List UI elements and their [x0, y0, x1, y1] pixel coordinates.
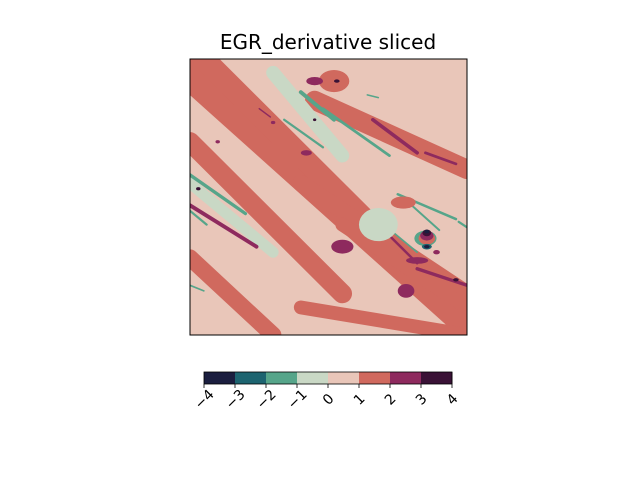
colorbar: −4 −3 −2 −1 0 1 2 3 4	[192, 371, 462, 413]
contour-region-9	[266, 65, 350, 163]
contour-region-17	[410, 204, 441, 232]
contour-region-10	[190, 173, 248, 216]
contour-region-36	[215, 140, 220, 144]
contour-region-11	[190, 209, 208, 226]
chart-title: EGR_derivative sliced	[220, 30, 436, 54]
contour-region-22	[371, 117, 419, 155]
contour-region-37	[270, 120, 276, 125]
contour-region-31	[390, 196, 416, 209]
colorbar-swatch	[297, 372, 329, 384]
colorbar-tick-label: −3	[223, 387, 249, 413]
contour-region-23	[424, 151, 458, 166]
contour-region-46	[433, 249, 440, 255]
colorbar-tick-label: 1	[351, 391, 369, 409]
contour-region-14	[321, 107, 391, 157]
contour-region-8	[190, 177, 279, 258]
contour-region-32	[331, 239, 354, 254]
contour-region-26	[258, 107, 272, 118]
colorbar-swatch	[266, 372, 298, 384]
contour-region-38	[358, 208, 398, 242]
colorbar-tick-label: −2	[254, 387, 280, 413]
heatmap-field	[190, 59, 467, 335]
contour-region-45	[424, 245, 430, 249]
colorbar-swatch	[204, 372, 236, 384]
colorbar-swatch	[390, 372, 422, 384]
contour-region-25	[415, 267, 467, 287]
contour-region-49	[196, 187, 201, 191]
contour-region-34	[406, 257, 429, 264]
plot-frame	[189, 58, 468, 336]
colorbar-tick-label: −4	[192, 387, 218, 413]
contour-region-19	[190, 284, 205, 292]
contour-region-50	[453, 278, 459, 282]
contour-region-20	[366, 94, 380, 99]
colorbar-swatch	[328, 372, 360, 384]
colorbar-tick-label: 4	[444, 391, 462, 409]
contour-region-5	[293, 300, 467, 335]
contour-region-21	[190, 203, 259, 249]
contour-region-3	[190, 249, 282, 335]
colorbar-swatch	[359, 372, 391, 384]
colorbar-tick-label: 2	[382, 391, 400, 409]
contour-region-48	[312, 118, 317, 122]
contour-region-13	[283, 118, 325, 149]
contour-region-7	[335, 217, 467, 315]
contour-region-43	[424, 229, 430, 234]
contour-region-29	[306, 76, 323, 86]
contour-region-33	[397, 283, 415, 298]
contour-region-18	[457, 220, 467, 229]
colorbar-swatch	[421, 372, 453, 384]
colorbar-tick-label: −1	[285, 387, 311, 413]
colorbar-swatch	[235, 372, 267, 384]
contour-region-12	[298, 90, 336, 122]
contour-region-35	[300, 150, 312, 156]
colorbar-tick-label: 0	[320, 391, 338, 409]
colorbar-tick-label: 3	[413, 391, 431, 409]
contour-region-47	[334, 79, 340, 83]
contour-region-1	[190, 132, 353, 304]
